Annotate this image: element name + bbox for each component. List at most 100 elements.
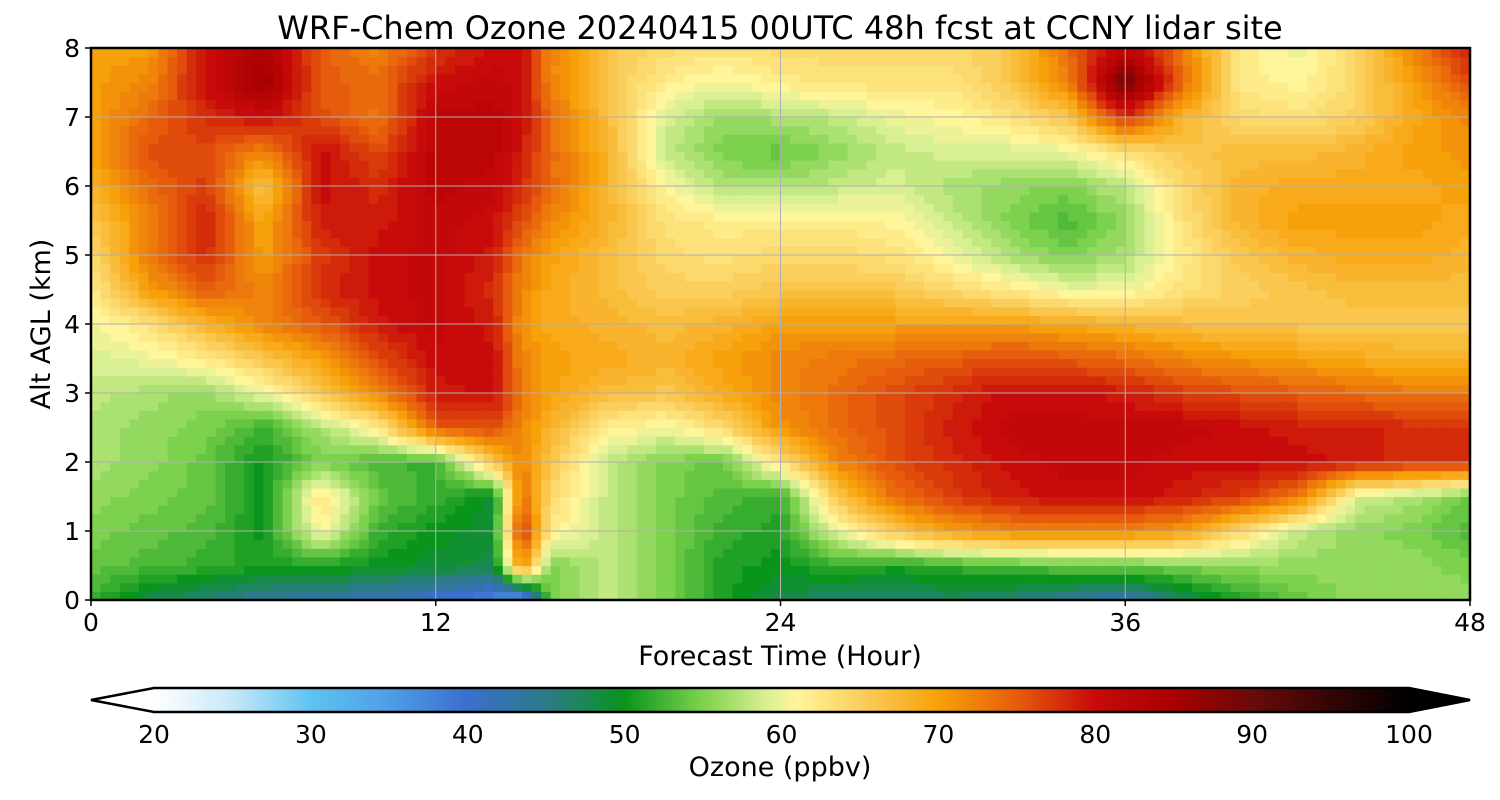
heatmap-cell [837, 565, 849, 575]
heatmap-cell [1048, 324, 1059, 334]
heatmap-cell [885, 332, 897, 342]
heatmap-cell [1355, 479, 1366, 489]
heatmap-cell [292, 548, 303, 558]
heatmap-cell [857, 384, 868, 394]
heatmap-cell [924, 496, 935, 506]
heatmap-cell [1374, 479, 1385, 489]
heatmap-cell [1067, 574, 1078, 584]
heatmap-cell [1010, 470, 1021, 480]
heatmap-cell [924, 470, 935, 480]
heatmap-cell [205, 410, 217, 420]
heatmap-cell [1383, 324, 1394, 334]
heatmap-cell [186, 427, 197, 437]
heatmap-cell [694, 341, 705, 351]
heatmap-cell [933, 418, 944, 429]
heatmap-cell [464, 513, 475, 523]
heatmap-cell [550, 367, 561, 377]
heatmap-cell [1010, 332, 1021, 342]
heatmap-cell [445, 427, 456, 437]
heatmap-cell [1288, 513, 1299, 523]
heatmap-cell [167, 582, 178, 592]
heatmap-cell [531, 479, 542, 489]
heatmap-cell [416, 470, 427, 480]
heatmap-cell [1134, 367, 1146, 377]
heatmap-cell [847, 574, 858, 584]
heatmap-cell [790, 505, 801, 515]
heatmap-cell [1134, 539, 1146, 549]
heatmap-cell [1422, 410, 1433, 420]
heatmap-cell [215, 470, 226, 480]
heatmap-cell [177, 436, 188, 446]
heatmap-cell [215, 522, 226, 532]
heatmap-cell [177, 487, 188, 498]
heatmap-cell [512, 462, 523, 472]
heatmap-cell [512, 582, 523, 592]
heatmap-cell [445, 375, 456, 385]
heatmap-cell [598, 470, 609, 480]
heatmap-cell [895, 367, 906, 377]
heatmap-cell [1374, 496, 1385, 506]
heatmap-cell [1450, 522, 1462, 532]
heatmap-cell [483, 367, 494, 377]
heatmap-cell [426, 556, 437, 567]
heatmap-cell [1058, 427, 1069, 437]
heatmap-cell [1297, 375, 1308, 385]
heatmap-cell [703, 367, 715, 377]
heatmap-cell [1019, 306, 1031, 316]
heatmap-cell [1153, 487, 1165, 498]
heatmap-cell [914, 556, 925, 567]
heatmap-cell [684, 401, 695, 411]
heatmap-cell [1259, 306, 1270, 316]
heatmap-cell [1163, 367, 1174, 377]
heatmap-cell [866, 487, 877, 498]
heatmap-cell [972, 401, 983, 411]
heatmap-cell [656, 582, 667, 592]
heatmap-cell [464, 384, 475, 394]
heatmap-cell [981, 453, 992, 463]
heatmap-cell [1316, 306, 1327, 316]
heatmap-cell [694, 436, 705, 446]
heatmap-cell [1412, 531, 1423, 541]
heatmap-cell [387, 306, 399, 316]
heatmap-cell [531, 548, 542, 558]
heatmap-cell [895, 444, 906, 454]
heatmap-cell [617, 556, 628, 567]
heatmap-cell [1259, 531, 1270, 541]
heatmap-cell [234, 531, 245, 541]
heatmap-cell [1048, 401, 1059, 411]
heatmap-cell [1278, 574, 1289, 584]
heatmap-cell [617, 393, 628, 403]
heatmap-cell [435, 565, 446, 575]
heatmap-cell [1106, 418, 1117, 429]
heatmap-cell [1364, 401, 1375, 411]
heatmap-cell [272, 349, 284, 360]
heatmap-cell [416, 479, 427, 489]
heatmap-cell [799, 298, 810, 308]
heatmap-cell [1268, 367, 1280, 377]
heatmap-cell [330, 401, 341, 411]
heatmap-cell [656, 401, 667, 411]
heatmap-cell [282, 591, 293, 600]
heatmap-cell [1163, 436, 1174, 446]
heatmap-cell [1019, 591, 1031, 600]
heatmap-cell [761, 591, 772, 600]
heatmap-cell [579, 410, 590, 420]
heatmap-cell [684, 298, 695, 308]
heatmap-cell [617, 306, 628, 316]
heatmap-cell [1221, 556, 1232, 567]
heatmap-cell [330, 341, 341, 351]
heatmap-cell [1460, 548, 1470, 558]
heatmap-cell [119, 513, 130, 523]
heatmap-cell [91, 324, 102, 334]
heatmap-cell [387, 591, 399, 600]
heatmap-cell [904, 375, 916, 385]
heatmap-cell [847, 479, 858, 489]
heatmap-cell [1039, 531, 1050, 541]
heatmap-cell [828, 470, 839, 480]
heatmap-cell [895, 410, 906, 420]
heatmap-cell [1019, 298, 1031, 308]
heatmap-cell [493, 556, 504, 567]
heatmap-cell [885, 315, 897, 325]
heatmap-cell [761, 349, 772, 360]
